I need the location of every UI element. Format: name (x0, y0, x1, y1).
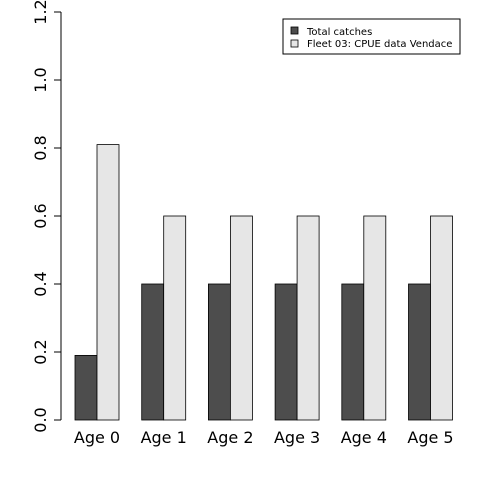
y-tick-label: 0.6 (31, 203, 50, 228)
x-tick-label: Age 0 (74, 428, 120, 447)
y-tick-label: 0.2 (31, 339, 50, 364)
bar-total-catches-age-2 (207, 283, 231, 421)
legend-swatch-total-catches (290, 26, 299, 35)
legend: Total catches Fleet 03: CPUE data Vendac… (282, 18, 461, 55)
x-tick-label: Age 3 (274, 428, 320, 447)
x-tick-label: Age 2 (207, 428, 253, 447)
bar-fleet-03-age-1 (163, 215, 187, 421)
bar-fleet-03-age-3 (296, 215, 320, 421)
legend-swatch-fleet-03 (290, 39, 299, 48)
x-tick-label: Age 5 (407, 428, 453, 447)
bar-total-catches-age-3 (274, 283, 298, 421)
x-tick-label: Age 1 (141, 428, 187, 447)
y-tick-label: 0.4 (31, 271, 50, 296)
legend-label-total-catches: Total catches (306, 27, 372, 38)
bars-group (74, 144, 453, 421)
x-tick-label: Age 4 (341, 428, 387, 447)
bar-fleet-03-age-5 (430, 215, 453, 421)
legend-box (282, 18, 461, 55)
y-tick-label: 0.8 (31, 135, 50, 160)
bar-total-catches-age-1 (141, 283, 165, 421)
y-tick-label: 0.0 (31, 407, 50, 432)
bar-total-catches-age-5 (408, 283, 431, 421)
y-tick-label: 1.2 (31, 0, 50, 25)
bar-total-catches-age-4 (341, 283, 365, 421)
bar-fleet-03-age-4 (363, 215, 387, 421)
y-tick-label: 1.0 (31, 67, 50, 92)
x-axis-labels: Age 0 Age 1 Age 2 Age 3 Age 4 Age 5 (74, 428, 454, 447)
legend-label-fleet-03: Fleet 03: CPUE data Vendace (307, 39, 452, 50)
y-axis: 0.0 0.2 0.4 0.6 0.8 1.0 1.2 (31, 0, 62, 433)
bar-fleet-03-age-2 (229, 215, 253, 421)
bar-total-catches-age-0 (74, 354, 98, 421)
bar-fleet-03-age-0 (96, 144, 120, 421)
